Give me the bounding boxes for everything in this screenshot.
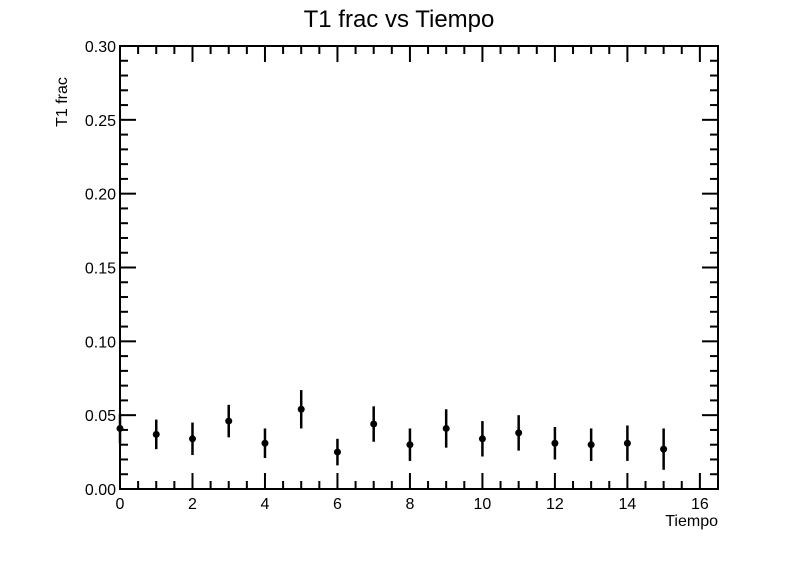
- data-point: [587, 441, 595, 449]
- x-tick-label: 12: [546, 496, 564, 513]
- data-point: [261, 439, 269, 447]
- plot-frame: [119, 45, 719, 490]
- x-axis-title: Tiempo: [665, 513, 718, 530]
- data-point: [660, 445, 668, 453]
- data-point: [152, 430, 160, 438]
- data-point: [225, 417, 233, 425]
- y-tick-label: 0.15: [85, 261, 116, 278]
- data-point: [370, 420, 378, 428]
- data-point: [188, 435, 196, 443]
- x-tick-label: 0: [116, 496, 125, 513]
- data-points: [116, 390, 668, 470]
- y-tick-label: 0.30: [85, 39, 116, 56]
- data-point: [406, 441, 414, 449]
- data-point: [551, 439, 559, 447]
- x-tick-label: 8: [405, 496, 414, 513]
- data-point: [333, 448, 341, 456]
- chart-title: T1 frac vs Tiempo: [304, 6, 495, 33]
- y-tick-label: 0.10: [85, 334, 116, 351]
- data-point: [442, 424, 450, 432]
- data-point: [478, 435, 486, 443]
- data-point: [116, 424, 124, 432]
- x-tick-label: 14: [618, 496, 636, 513]
- y-tick-label: 0.20: [85, 187, 116, 204]
- y-tick-label: 0.00: [85, 482, 116, 499]
- data-point: [623, 439, 631, 447]
- data-point: [515, 429, 523, 437]
- y-axis-title: T1 frac: [54, 77, 71, 127]
- x-tick-label: 16: [691, 496, 709, 513]
- tick-labels: 0 2 4 6 8 10 12 14 16 0.00 0.05 0.10 0.15 0.20 0.25 0.3…: [85, 39, 709, 513]
- y-tick-label: 0.25: [85, 113, 116, 130]
- x-tick-label: 4: [261, 496, 270, 513]
- axis-ticks: [119, 45, 719, 490]
- x-tick-label: 10: [474, 496, 492, 513]
- x-tick-label: 6: [333, 496, 342, 513]
- y-tick-label: 0.05: [85, 408, 116, 425]
- x-tick-label: 2: [188, 496, 197, 513]
- data-point: [297, 405, 305, 413]
